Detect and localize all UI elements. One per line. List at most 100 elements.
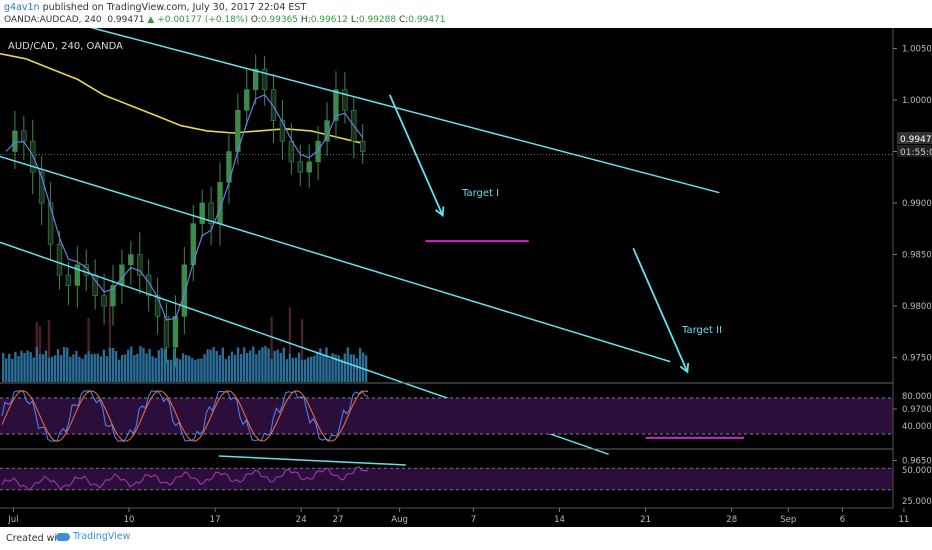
y-tick-label: 0.96500 [902,457,932,467]
price-chart[interactable]: 1.005001.000000.995000.990000.985000.980… [0,4,932,527]
candle-body [163,315,170,348]
candle-body [199,202,205,224]
x-tick-label: 17 [210,515,221,525]
last-price: 0.99471 [107,15,145,25]
volume-bar [221,347,224,382]
candle-body [101,295,107,307]
x-tick-label: 10 [124,515,135,525]
target-2-label: Target II [681,325,722,336]
volume-bar [310,356,313,382]
publish-info: g4av1n published on TradingView.com, Jul… [4,2,306,13]
volume-bar [102,349,106,382]
volume-bar [209,349,212,382]
volume-bar [130,346,133,382]
volume-bar [87,350,90,382]
volume-bar [300,359,304,382]
volume-bar [255,354,258,382]
rsi-panel-band [0,468,893,490]
symbol-info: OANDA:AUDCAD, 240 0.99471 ▲ +0.00177 (+0… [4,15,446,25]
volume-bar [84,354,87,382]
candle-body [154,295,161,317]
volume-bar [145,353,148,382]
volume-bar [197,358,200,382]
volume-bar [14,351,17,382]
countdown-tag-text: 01:55:09 [900,148,932,158]
x-tick-label: 7 [471,515,476,525]
volume-bar [160,347,163,382]
volume-bar [32,357,35,382]
volume-bar [236,347,240,382]
volume-bar [178,359,182,382]
open-value: 0.99365 [260,15,299,25]
volume-bar [364,355,368,382]
volume-bar [261,347,264,382]
candle-body [47,202,54,245]
volume-bar [297,352,301,382]
volume-bar [294,357,298,382]
rsi-tick-label: 25.0000 [902,497,932,507]
high-value: 0.99612 [310,15,348,25]
volume-bar [44,350,48,382]
volume-bar [41,354,45,382]
volume-bar [142,347,145,382]
symbol-label: OANDA:AUDCAD, 240 [4,15,102,25]
volume-spike [35,322,38,347]
volume-bar [66,347,69,382]
volume-bar [194,359,197,382]
volume-bar [26,350,29,382]
volume-bar [316,351,319,382]
candle-body [359,140,366,152]
candle-body [208,202,214,224]
y-tick-label: 1.00500 [902,45,932,55]
volume-bar [355,358,359,382]
volume-bar [96,353,99,382]
channel-line-1 [5,4,720,194]
x-tick-label: 14 [554,515,565,525]
volume-bar [90,353,93,382]
candle-body [279,120,286,142]
candle-body [110,285,116,307]
candle-body [119,264,125,286]
candle-body [65,274,72,286]
volume-bar [303,359,307,382]
volume-bar [172,348,176,382]
brand-name: TradingView [73,531,131,542]
volume-bar [249,350,252,382]
volume-bar [53,355,57,382]
volume-bar [166,359,170,382]
stoch-d-line [1,390,369,442]
author-link[interactable]: g4av1n [4,2,40,13]
cloud-icon [56,532,70,541]
chart-area[interactable]: 1.005001.000000.995000.990000.985000.980… [0,4,932,527]
volume-bar [224,359,228,382]
x-tick-label: Sep [780,515,796,525]
candle-body [261,68,268,90]
volume-bar [258,350,261,382]
volume-bar [20,350,23,382]
countdown-tag [897,145,932,157]
moving-average-line [0,52,363,145]
arrow-to-target-1-head [434,206,445,218]
tradingview-logo[interactable]: TradingView [56,531,130,542]
arrow-to-target-1 [388,94,444,216]
volume-bar [340,359,343,382]
stoch-panel-band [0,398,893,434]
volume-bar [313,355,316,382]
last-price-tag-text: 0.99471 [900,135,932,145]
volume-bar [139,346,142,382]
volume-bar [267,348,270,382]
volume-bar [203,354,206,382]
volume-bar [334,354,337,382]
volume-bar [233,354,237,382]
volume-bar [349,354,353,382]
volume-bar [242,347,246,382]
volume-bar [127,349,130,382]
close-value: 0.99471 [408,15,446,25]
ema-line [5,93,364,321]
volume-bar [157,350,160,382]
volume-spike [47,319,51,358]
